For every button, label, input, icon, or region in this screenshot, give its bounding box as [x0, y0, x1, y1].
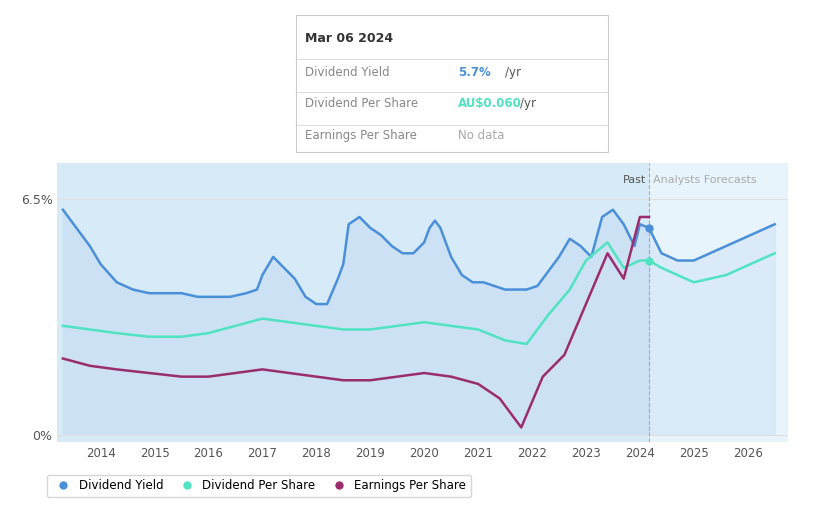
- Text: Dividend Yield: Dividend Yield: [305, 66, 389, 79]
- Text: 5.7%: 5.7%: [458, 66, 490, 79]
- Text: /yr: /yr: [505, 66, 521, 79]
- Legend: Dividend Yield, Dividend Per Share, Earnings Per Share: Dividend Yield, Dividend Per Share, Earn…: [47, 474, 471, 497]
- Text: /yr: /yr: [521, 97, 536, 110]
- Text: Past: Past: [623, 175, 646, 185]
- Text: Analysts Forecasts: Analysts Forecasts: [654, 175, 757, 185]
- Text: Mar 06 2024: Mar 06 2024: [305, 31, 393, 45]
- Text: Earnings Per Share: Earnings Per Share: [305, 129, 417, 142]
- Bar: [649, 163, 788, 442]
- Text: Dividend Per Share: Dividend Per Share: [305, 97, 418, 110]
- Bar: [57, 163, 649, 442]
- Text: AU$0.060: AU$0.060: [458, 97, 521, 110]
- Text: No data: No data: [458, 129, 504, 142]
